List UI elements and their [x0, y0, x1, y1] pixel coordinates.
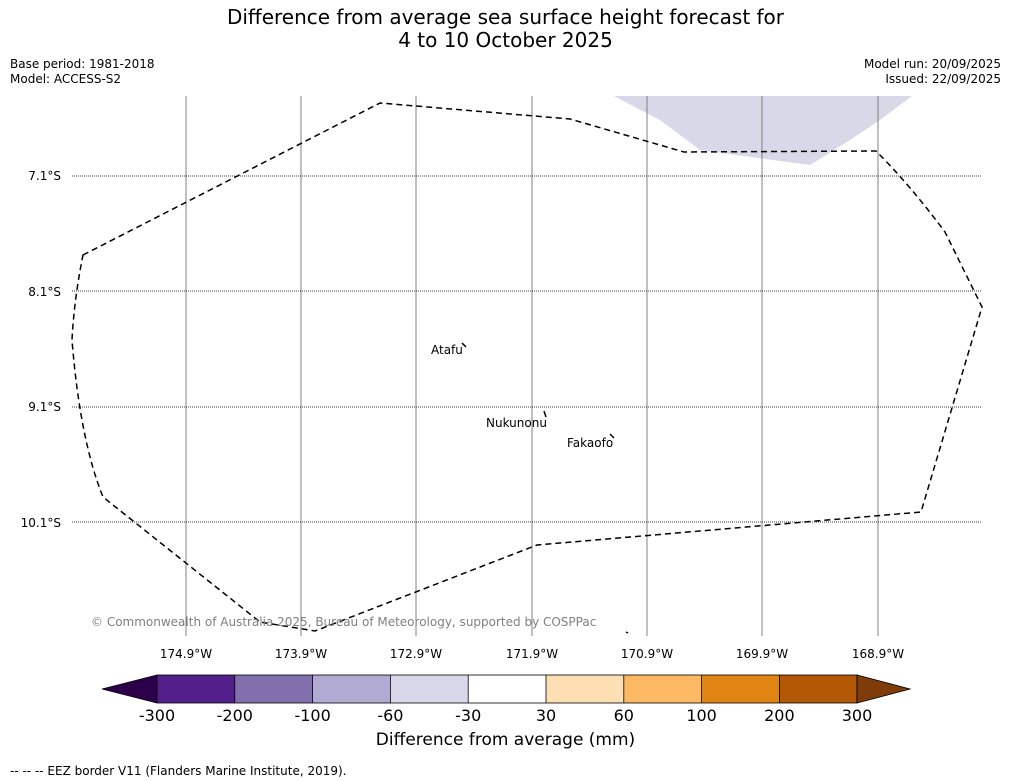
colorbar-dividers: [234, 675, 780, 703]
place-label-atafu: Atafu: [431, 343, 463, 357]
colorbar-tick-label: -30: [455, 706, 481, 725]
colorbar-segment-3: [312, 675, 391, 703]
colorbar-tick-label: -200: [217, 706, 253, 725]
lon-label-171-9w: 171.9°W: [506, 647, 558, 661]
colorbar-segment-5: [468, 675, 546, 703]
lon-label-172-9w: 172.9°W: [390, 647, 442, 661]
latitude-labels: 7.1°S 8.1°S 9.1°S 10.1°S: [21, 169, 61, 530]
issued-text: Issued: 22/09/2025: [885, 72, 1001, 86]
meridian-lines: [185, 96, 879, 636]
parallel-lines: [72, 175, 982, 523]
colorbar-segment-8: [701, 675, 780, 703]
atafu-island: [461, 342, 467, 348]
colorbar-tick-label: -100: [294, 706, 330, 725]
anomaly-region: [614, 96, 912, 165]
map-title-line2: 4 to 10 October 2025: [398, 28, 613, 52]
place-label-nukunonu: Nukunonu: [486, 416, 547, 430]
nukunonu-island: [543, 410, 547, 418]
colorbar-extend-high: [856, 674, 912, 704]
lat-label-8-1s: 8.1°S: [28, 285, 61, 299]
model-info: Base period: 1981-2018 Model: ACCESS-S2: [10, 57, 155, 87]
colorbar-tick-label: 60: [614, 706, 634, 725]
model-name-text: Model: ACCESS-S2: [10, 72, 122, 86]
colorbar-segment-7: [623, 675, 702, 703]
colorbar-ticks: -300 -200 -100 -60 -30 30 60 100 200 300: [139, 706, 872, 725]
lat-label-7-1s: 7.1°S: [28, 169, 61, 183]
colorbar-segment-1: [157, 675, 235, 703]
longitude-labels: 174.9°W 173.9°W 172.9°W 171.9°W 170.9°W …: [160, 647, 904, 661]
place-label-fakaofo: Fakaofo: [567, 436, 613, 450]
colorbar-tick-label: 200: [764, 706, 795, 725]
lat-label-9-1s: 9.1°S: [28, 400, 61, 414]
lon-label-174-9w: 174.9°W: [160, 647, 212, 661]
swains-island: [625, 631, 629, 634]
colorbar-extend-low: [101, 674, 158, 704]
lon-label-170-9w: 170.9°W: [621, 647, 673, 661]
lon-label-169-9w: 169.9°W: [736, 647, 788, 661]
run-info: Model run: 20/09/2025 Issued: 22/09/2025: [864, 57, 1001, 87]
colorbar-tick-label: 30: [536, 706, 556, 725]
colorbar-title: Difference from average (mm): [375, 730, 636, 750]
colorbar-segment-2: [234, 675, 313, 703]
colorbar-tick-label: 300: [842, 706, 873, 725]
fakaofo-island: [609, 433, 615, 439]
map-title: Difference from average sea surface heig…: [0, 6, 1011, 52]
colorbar-tick-label: -60: [377, 706, 403, 725]
colorbar-tick-label: -300: [139, 706, 175, 725]
base-period-text: Base period: 1981-2018: [10, 57, 155, 71]
lon-label-168-9w: 168.9°W: [852, 647, 904, 661]
lon-label-173-9w: 173.9°W: [275, 647, 327, 661]
colorbar-segment-6: [546, 675, 624, 703]
eez-border: [71, 102, 983, 632]
lat-label-10-1s: 10.1°S: [21, 516, 61, 530]
eez-footnote: -- -- -- EEZ border V11 (Flanders Marine…: [10, 764, 347, 778]
colorbar-segment-4: [390, 675, 469, 703]
colorbar-tick-label: 100: [686, 706, 717, 725]
colorbar: -300 -200 -100 -60 -30 30 60 100 200 300: [101, 674, 912, 725]
copyright-text: © Commonwealth of Australia 2025, Bureau…: [91, 615, 596, 629]
colorbar-frame: [156, 674, 858, 704]
model-run-text: Model run: 20/09/2025: [863, 57, 1001, 71]
map-title-line1: Difference from average sea surface heig…: [226, 5, 785, 29]
colorbar-segment-9: [779, 675, 857, 703]
